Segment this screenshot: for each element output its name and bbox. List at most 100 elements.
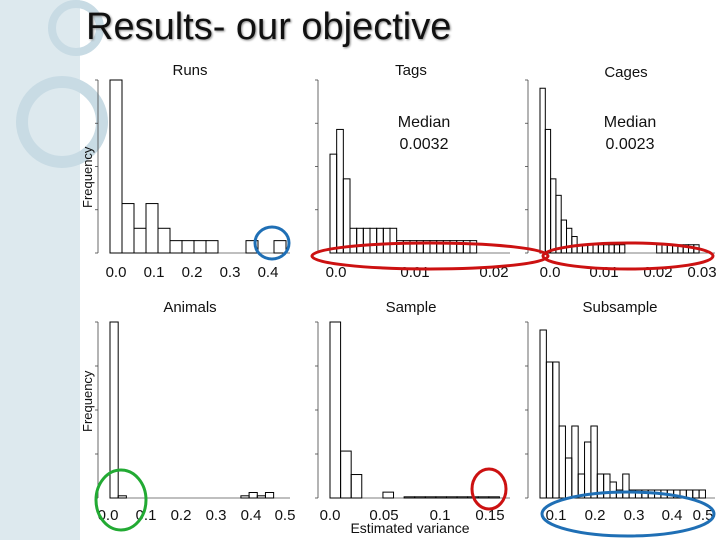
histogram-bar [698,489,706,499]
histogram-bar [205,240,219,254]
histogram-bar [349,227,358,254]
panel-title-animals: Animals [163,299,217,316]
histogram-bar [256,495,266,499]
tick-label: 0.05 [369,507,399,524]
histogram-bar [145,203,159,254]
histogram-bar [692,489,700,499]
x-axis-label-sample: Estimated variance [350,520,470,536]
histogram-bar [350,474,363,499]
histogram-bar [603,244,610,254]
tick-label: 0.4 [240,507,262,524]
histogram-bar [558,425,566,499]
slide-title: Results- our objective [86,6,452,48]
histogram-bar [545,361,554,499]
highlight-circle-blue [253,225,291,261]
histogram-bar [133,227,147,254]
histogram-bar [622,473,630,499]
histogram-bar [592,244,599,254]
histogram-bar [544,128,552,254]
histogram-bar [193,240,207,254]
histogram-bar [240,495,250,499]
histogram-bar [356,227,364,254]
histogram-bar [584,441,592,499]
panel-title-sample: Sample [385,299,437,316]
histogram-bar [121,203,135,254]
tick-label: 0.15 [475,507,505,524]
histogram-bar [550,178,557,254]
histogram-bar [587,244,594,254]
tick-label: 0.0 [325,264,347,281]
median-label: Median [603,114,657,131]
histogram-bar [656,244,663,254]
histogram-bar [157,227,171,254]
histogram-bar [609,481,617,499]
histogram-bar [342,178,351,254]
tick-label: 0.03 [687,264,717,281]
histogram-bar [564,457,573,499]
tick-label: 0.2 [584,507,606,524]
tick-label: 0.1 [429,507,451,524]
panel-title-cages: Cages [604,64,648,81]
highlight-ellipse-red [541,241,715,271]
tick-label: 0.5 [692,507,714,524]
tick-label: 0.3 [205,507,227,524]
histogram-bar [552,361,560,499]
tick-label: 0.5 [274,507,296,524]
median-value: 0.0023 [605,136,655,153]
highlight-circle-red [470,467,508,511]
histogram-bar [340,450,352,499]
histogram-bar [169,240,183,254]
histogram-bar [273,240,287,254]
highlight-ellipse-blue [540,490,716,538]
tick-label: 0.0 [539,264,561,281]
tick-label: 0.4 [257,264,279,281]
histogram-bar [613,244,621,254]
tick-label: 0.0 [105,264,127,281]
median-annotation-tags: Median 0.0032 [398,112,450,156]
histogram-bar [329,321,342,499]
histogram-bar [369,227,378,254]
histogram-bar [603,473,611,499]
histogram-bar [539,329,547,499]
histogram-bar [382,227,391,254]
histogram-bar [590,425,598,499]
histogram-bar [376,227,384,254]
panel-title-runs: Runs [172,62,208,79]
histogram-bar [117,495,127,499]
median-label: Median [397,114,451,131]
tick-label: 0.1 [143,264,165,281]
tick-label: 0.1 [545,507,567,524]
histogram-bar [329,153,338,254]
highlight-circle-green [94,468,148,532]
histogram-bar [362,227,371,254]
tick-label: 0.3 [623,507,645,524]
histogram-bar [571,425,579,499]
median-value: 0.0032 [399,136,449,153]
histogram-bar [181,240,195,254]
histogram-bar [248,492,258,499]
histogram-bar [566,227,573,254]
histogram-bar [597,244,605,254]
histogram-bar [539,87,546,254]
histogram-bar [608,244,615,254]
tick-label: 0.2 [170,507,192,524]
histogram-bar [619,244,626,254]
tick-label: 0.0 [319,507,341,524]
highlight-ellipse-red [310,241,550,271]
decorative-ring-small [48,0,104,56]
histogram-bar [264,492,275,499]
histogram-bar [389,227,398,254]
histogram-bar [336,128,344,254]
histogram-bar [555,194,562,254]
median-annotation-cages: Median 0.0023 [604,112,656,156]
tick-label: 0.2 [181,264,203,281]
panel-title-tags: Tags [395,62,427,79]
histogram-bar [382,491,395,499]
tick-label: 0.4 [661,507,683,524]
histogram-bar [109,79,123,254]
histogram-bar [661,244,668,254]
panel-title-subsample: Subsample [582,299,658,316]
tick-label: 0.3 [219,264,241,281]
